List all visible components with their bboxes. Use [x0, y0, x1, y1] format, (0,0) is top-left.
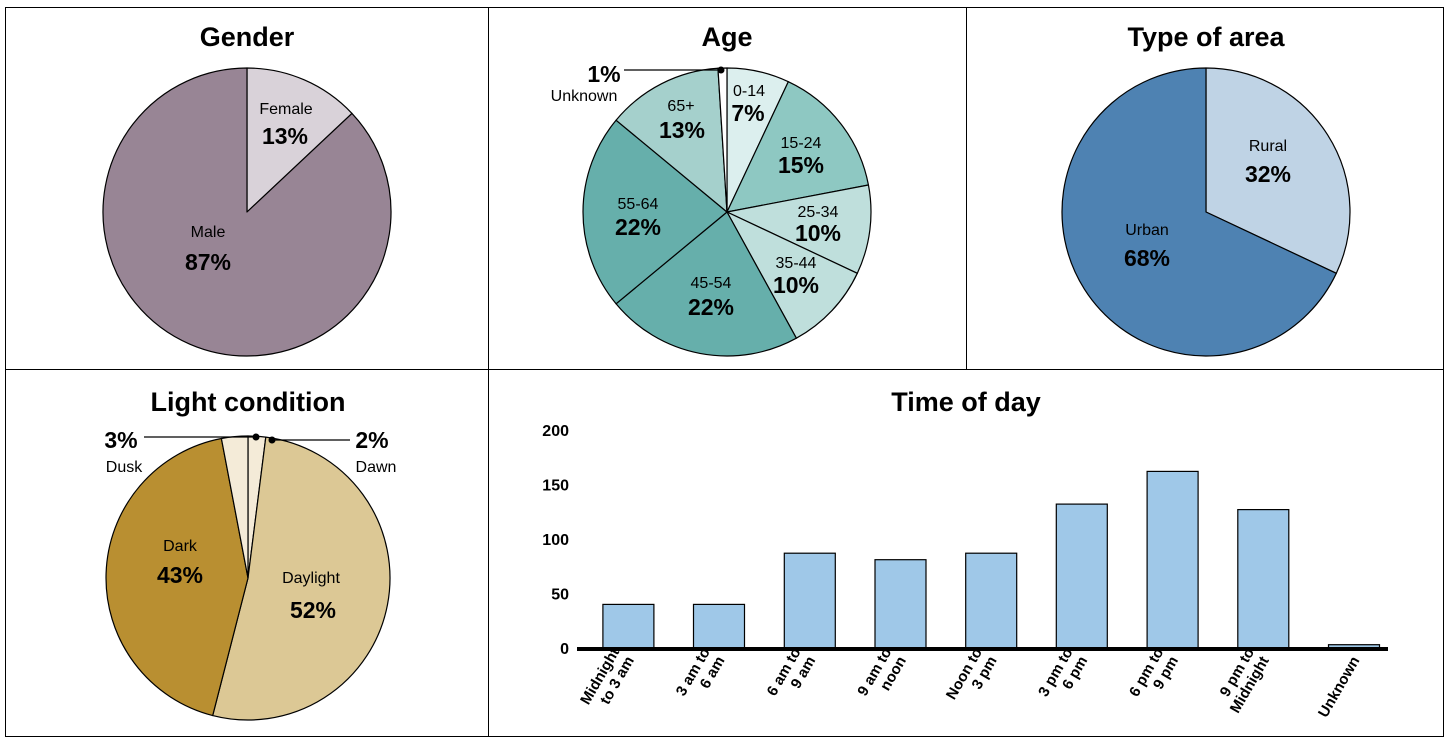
x-tick-label: 6 pm to9 pm: [1126, 645, 1182, 708]
slice-label-55-64: 55-64: [618, 196, 659, 213]
x-tick-label: 3 am to6 am: [673, 645, 729, 707]
y-tick-label: 150: [542, 478, 569, 495]
bar-3-pm-to-6-pm: [1055, 503, 1108, 649]
slice-label-dusk: Dusk: [106, 459, 143, 476]
x-tick-label: 6 am to9 am: [764, 645, 820, 707]
slice-value-45-54: 22%: [688, 294, 734, 320]
x-tick-label: 9 am tonoon: [854, 645, 910, 707]
time-chart-title: Time of day: [891, 387, 1041, 417]
unknown-leader-line: [624, 66, 725, 74]
slice-label-25-34: 25-34: [798, 204, 839, 221]
slice-value-urban: 68%: [1124, 245, 1170, 271]
gender-chart-title: Gender: [200, 22, 295, 52]
slice-value-male: 87%: [185, 249, 231, 275]
bar-3-am-to-6-am: [692, 603, 746, 649]
slice-label-65plus: 65+: [667, 98, 694, 115]
slice-label-female: Female: [259, 101, 312, 118]
age-slice-55-64: [582, 119, 728, 305]
y-tick-label: 200: [542, 423, 569, 440]
slice-value-15-24: 15%: [778, 152, 824, 178]
panel-grid: [5, 7, 1444, 737]
age-slice-15-24: [726, 81, 870, 213]
slice-value-25-34: 10%: [795, 220, 841, 246]
age-slice-25-34: [726, 184, 872, 274]
light-slice-dark: [105, 437, 249, 717]
bar-6-am-to-9-am: [783, 552, 836, 649]
area-chart-title: Type of area: [1127, 22, 1285, 52]
slice-value-rural: 32%: [1245, 161, 1291, 187]
slice-value-female: 13%: [262, 123, 308, 149]
bar-noon-to-3-pm: [965, 552, 1018, 649]
age-slice-65plus: [615, 67, 728, 213]
slice-label-urban: Urban: [1125, 222, 1169, 239]
gender-slice-female: [246, 67, 353, 213]
bar-midnight-to-3-am: [602, 603, 655, 649]
slice-label-15-24: 15-24: [781, 135, 822, 152]
slice-label-male: Male: [191, 224, 226, 241]
bar-9-am-to-noon: [874, 559, 927, 649]
slice-value-0-14: 7%: [731, 100, 764, 126]
x-tick-label: 3 pm to6 pm: [1035, 645, 1091, 708]
dusk-leader-line: [144, 433, 260, 441]
bar-6-pm-to-9-pm: [1146, 470, 1199, 649]
gender-pie: [102, 67, 392, 357]
light-slice-daylight: [212, 436, 391, 721]
slice-label-rural: Rural: [1249, 138, 1287, 155]
slice-label-dawn: Dawn: [356, 459, 397, 476]
slice-value-55-64: 22%: [615, 214, 661, 240]
slice-label-daylight: Daylight: [282, 570, 340, 587]
dawn-leader-line: [268, 436, 350, 444]
age-slice-35-44: [726, 211, 858, 339]
area-slice-urban: [1061, 67, 1337, 357]
bar-9-pm-to-midnight: [1237, 509, 1290, 649]
x-tick-label: Midnightto 3 am: [577, 645, 638, 716]
light-chart-title: Light condition: [151, 387, 346, 417]
age-pie: [582, 67, 872, 357]
slice-value-dusk: 3%: [104, 427, 137, 453]
y-tick-label: 50: [551, 587, 569, 604]
area-pie: [1061, 67, 1351, 357]
light-pie: [105, 435, 391, 721]
time-of-day-bar-chart: 0 50 100 150 200 Midnightto 3 am 3 am to6 am 6 …: [542, 423, 1388, 720]
slice-label-35-44: 35-44: [776, 255, 817, 272]
x-tick-label: Noon to3 pm: [943, 645, 1001, 711]
age-slice-45-54: [615, 211, 797, 357]
age-chart-title: Age: [701, 22, 752, 52]
slice-value-daylight: 52%: [290, 597, 336, 623]
x-tick-label: Unknown: [1315, 654, 1363, 721]
slice-label-dark: Dark: [163, 538, 198, 555]
slice-label-0-14: 0-14: [733, 83, 765, 100]
slice-value-unknown: 1%: [587, 61, 620, 87]
slice-value-dawn: 2%: [355, 427, 388, 453]
slice-label-45-54: 45-54: [691, 275, 732, 292]
slice-value-35-44: 10%: [773, 272, 819, 298]
y-tick-label: 0: [560, 641, 569, 658]
gender-slice-male: [102, 67, 392, 357]
y-tick-label: 100: [542, 532, 569, 549]
slice-value-dark: 43%: [157, 562, 203, 588]
x-tick-label: 9 pm toMidnight: [1212, 645, 1273, 716]
area-slice-rural: [1205, 67, 1351, 274]
slice-label-unknown: Unknown: [551, 88, 618, 105]
slice-value-65plus: 13%: [659, 117, 705, 143]
